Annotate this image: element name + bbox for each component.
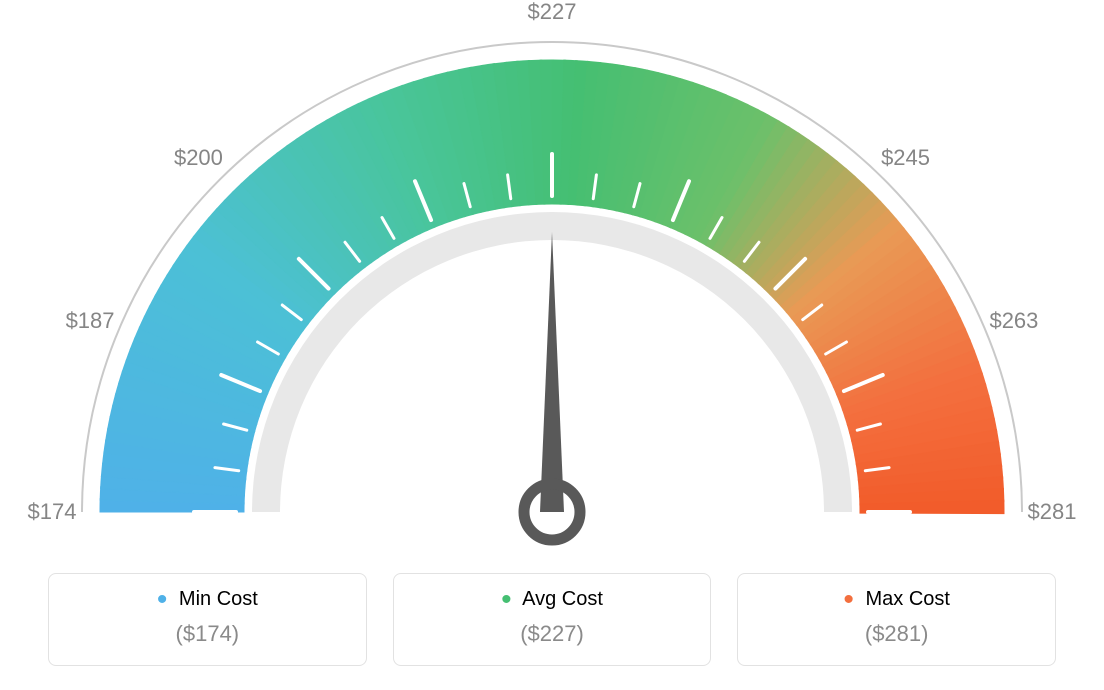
- gauge-tick-label: $187: [66, 308, 115, 334]
- legend-card-min: • Min Cost ($174): [48, 573, 367, 666]
- gauge-tick-label: $200: [174, 145, 223, 171]
- gauge-svg: [0, 0, 1104, 560]
- legend-card-avg: • Avg Cost ($227): [393, 573, 712, 666]
- legend-max-label: Max Cost: [865, 588, 949, 610]
- legend-card-max: • Max Cost ($281): [737, 573, 1056, 666]
- gauge-tick-label: $174: [28, 499, 77, 525]
- legend-avg-value: ($227): [404, 621, 701, 647]
- dot-icon: •: [501, 583, 512, 616]
- legend-min-value: ($174): [59, 621, 356, 647]
- dot-icon: •: [157, 583, 168, 616]
- dot-icon: •: [843, 583, 854, 616]
- legend-min-label: Min Cost: [179, 588, 258, 610]
- gauge-tick-label: $227: [528, 0, 577, 25]
- legend-max-value: ($281): [748, 621, 1045, 647]
- legend-avg-label: Avg Cost: [522, 588, 603, 610]
- gauge-tick-label: $281: [1028, 499, 1077, 525]
- gauge-tick-label: $263: [989, 308, 1038, 334]
- cost-gauge: $174 $187 $200 $227 $245 $263 $281: [0, 0, 1104, 560]
- legend: • Min Cost ($174) • Avg Cost ($227) • Ma…: [48, 573, 1056, 666]
- gauge-tick-label: $245: [881, 145, 930, 171]
